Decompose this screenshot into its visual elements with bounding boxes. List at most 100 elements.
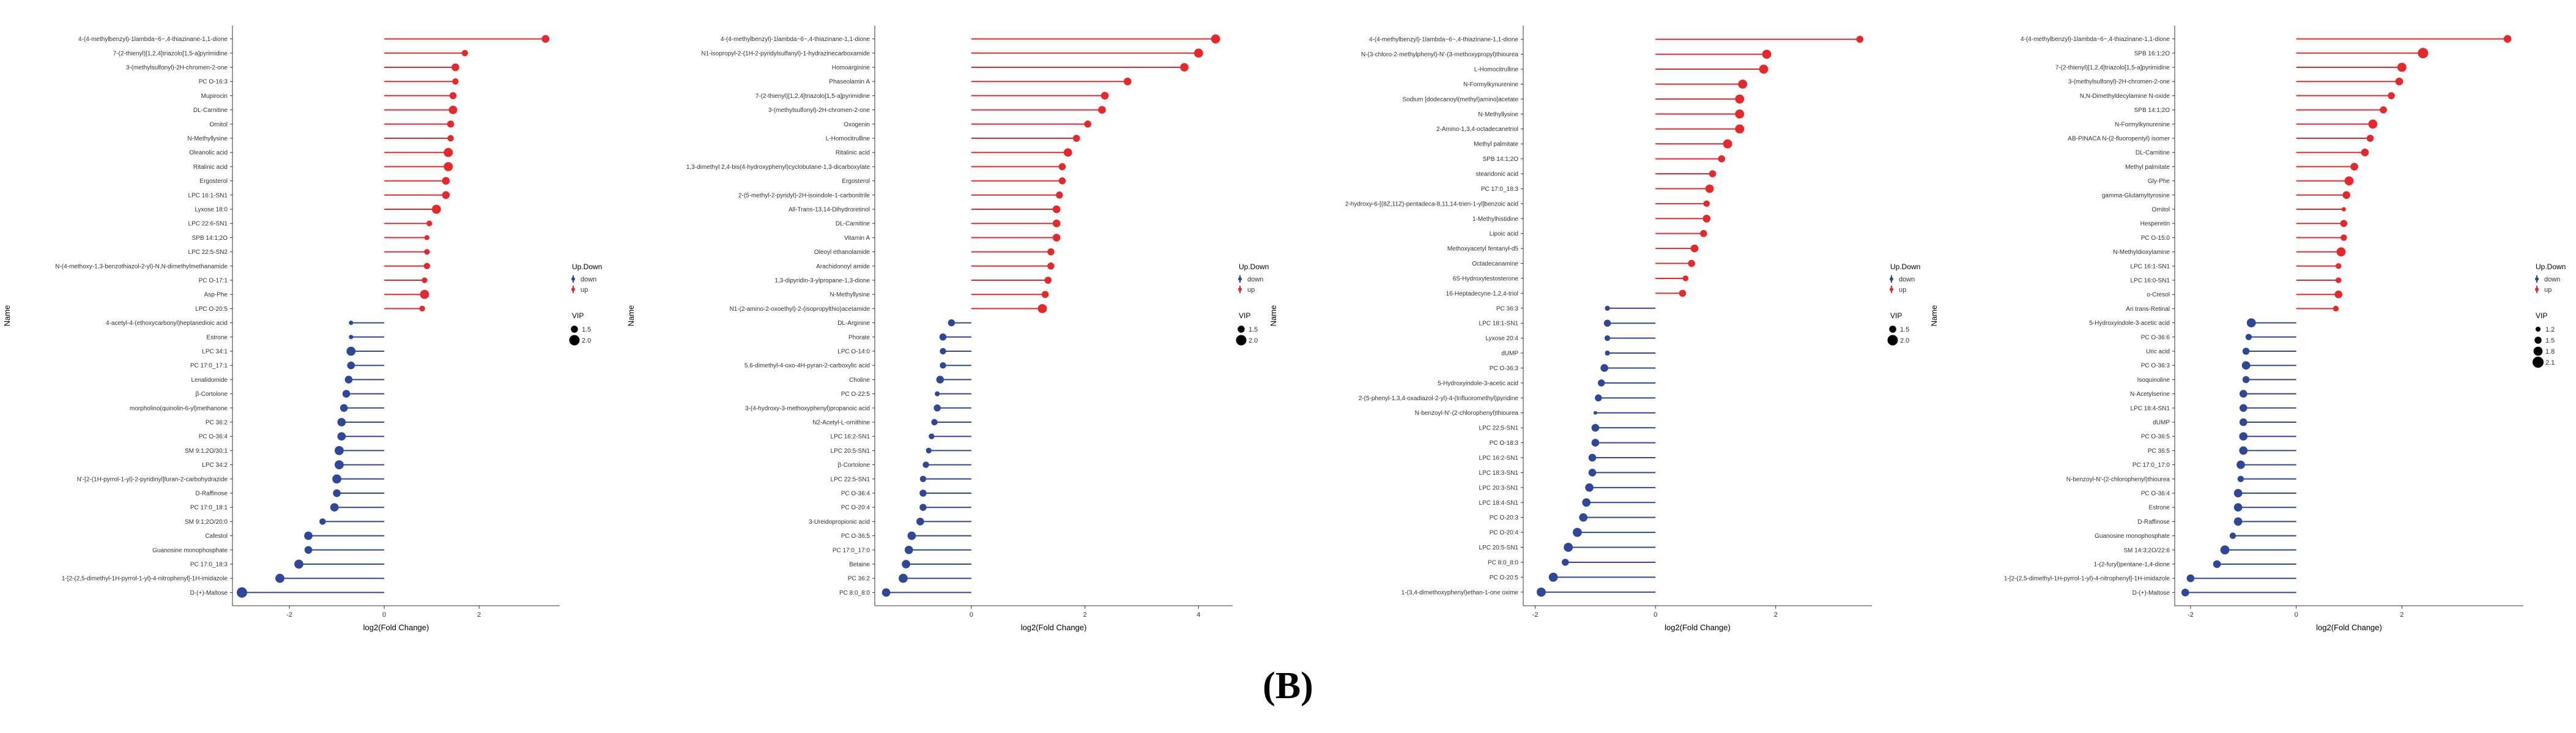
lollipop-point [347,361,355,370]
legend-updown-title: Up.Down [1239,262,1269,271]
lollipop-point [1690,244,1699,253]
lollipop-point [237,587,248,598]
y-tick-label: 3-Ureidopropionic acid [809,519,870,526]
y-tick-label: N,N-Dimethyldecylamine N-oxide [2080,93,2170,100]
y-tick-label: Ergosterol [842,178,870,185]
lollipop-point [1072,135,1080,142]
lollipop-point [1047,248,1055,256]
lollipop-point [1044,277,1052,284]
x-axis-title: log2(Fold Change) [363,623,429,632]
y-tick-label: N'-[2-(1H-pyrrol-1-yl)-2-pyridinyl]furan… [77,476,228,483]
lollipop-point [1564,543,1573,552]
legend-vip-title: VIP [572,311,584,320]
chart-panel-1: -2 0 2 log2(Fold Change) Name 4-(4-methylbenz… [2,26,602,632]
y-tick-label: Mupirocin [201,93,228,100]
lollipop-point [340,404,348,412]
lollipop-point [1585,483,1594,492]
lollipop-point [2239,446,2248,455]
y-tick-label: PC O-36:6 [2141,334,2170,341]
y-axis-title: Name [1269,305,1278,327]
y-tick-label: Lipoic acid [1490,231,1518,237]
lollipop-point [333,489,341,497]
y-tick-label: LPC 16:1-SN1 [188,192,228,199]
lollipop-point [2237,475,2244,482]
lollipop-point [1604,335,1611,341]
legend-updown-label: up [1899,286,1906,294]
legend-key-point [571,277,575,281]
y-tick-label: β-Cortolone [196,391,228,398]
y-tick-label: 4-acetyl-4-(ethoxycarbonyl)heptanedioic … [106,320,228,327]
lollipop-point [1718,155,1726,163]
y-tick-label: DL-Carnitine [836,221,870,228]
y-tick-label: 1,3-dipyridin-3-ylpropane-1,3-dione [774,278,870,285]
y-tick-label: PC O-15:0 [2141,235,2170,242]
lollipop-point [1052,205,1061,214]
lollipop-point [1723,139,1732,149]
y-tick-label: Oxogenin [844,121,870,128]
legend-key-point [1238,288,1242,291]
lollipop-point [2233,503,2243,512]
y-tick-label: Methyl palmitate [2125,164,2170,171]
y-tick-label: Uric acid [2146,349,2170,355]
y-tick-label: 5,6-dimethyl-4-oxo-4H-pyran-2-carboxylic… [744,363,870,370]
y-tick-label: DL-Arginine [837,320,870,327]
y-tick-label: Methoxyacetyl fentanyl-d5 [1447,246,1519,253]
x-tick-label: 2 [1083,611,1087,619]
y-tick-label: N1-isopropyl-2-(1H-2-pyridylsulfanyl)-1-… [701,50,870,57]
legend-vip-swatch [1236,335,1247,346]
y-tick-label: N-Formylkynurenine [1463,81,1518,88]
lollipop-point [344,376,353,384]
legend-key-point [1238,277,1242,281]
legend-key-point [2535,288,2539,291]
legend-vip-swatch [2535,326,2541,332]
y-tick-label: LPC 20:5-SN1 [1479,545,1519,551]
y-tick-label: SM 14:3;2O/22:6 [2123,547,2170,554]
lollipop-point [2245,333,2252,340]
y-tick-label: Hesperetin [2140,221,2170,228]
lollipop-point [2181,589,2189,597]
lollipop-point [2341,207,2346,212]
y-tick-label: N-Methyldioxylamine [2113,249,2170,256]
lollipop-point [2380,106,2387,114]
lollipop-point [2361,148,2369,157]
y-tick-label: D-Raffinose [195,491,228,497]
y-tick-label: All-Trans-13,14-Dihydroretinol [789,207,870,214]
lollipop-point [332,474,341,484]
y-tick-label: PC 17:0_17:0 [2132,462,2170,469]
legend-vip-swatch [1238,326,1245,333]
y-tick-label: LPC 18:4-SN1 [2131,405,2170,412]
lollipop-point [936,376,945,384]
x-tick-label: -2 [286,611,292,619]
lollipop-point [342,390,351,398]
legend-key-point [2535,277,2539,281]
x-tick-label: 0 [1654,611,1657,619]
y-tick-label: 5-Hydroxyindole-3-acetic acid [1438,380,1518,387]
y-tick-label: Lyxose 18:0 [195,207,228,214]
legend-vip-swatch [1887,335,1898,346]
y-tick-label: LPC 22:5-SN1 [831,476,870,483]
y-tick-label: dUMP [2153,420,2170,426]
lollipop-point [2340,220,2348,227]
y-tick-label: N-Acetylserine [2130,391,2170,398]
lollipop-point [424,248,430,255]
y-tick-label: LPC O-14:0 [837,349,870,355]
lollipop-point [1084,121,1091,128]
y-tick-label: 7-(2-thienyl)[1,2,4]triazolo[1,5-a]pyrim… [2055,65,2170,72]
y-tick-label: 2-Amino-1,3,4-octadecanetriol [1436,126,1518,133]
lollipop-point [304,531,313,540]
lollipop-point [2503,35,2512,43]
y-tick-label: Vitamin A [844,235,870,242]
y-tick-label: 1-[2-(2,5-dimethyl-1H-pyrrol-1-yl)-4-nit… [2004,576,2170,582]
y-tick-label: PC O-20:5 [1490,575,1519,581]
x-axis-title: log2(Fold Change) [1665,623,1731,632]
y-tick-label: PC 17:0_17:1 [190,363,228,370]
legend-vip-swatch [1889,326,1896,333]
y-tick-label: PC O-36:3 [1490,365,1519,372]
y-tick-label: LPC 16:0-SN1 [2131,278,2170,285]
lollipop-point [1058,163,1066,171]
legend-vip-label: 1.5 [1249,326,1258,333]
lollipop-point [2236,460,2245,469]
lollipop-point [1041,291,1049,298]
lollipop-point [929,433,935,439]
legend: Up.Down down up VIP 1.5 2.0 [569,262,602,346]
